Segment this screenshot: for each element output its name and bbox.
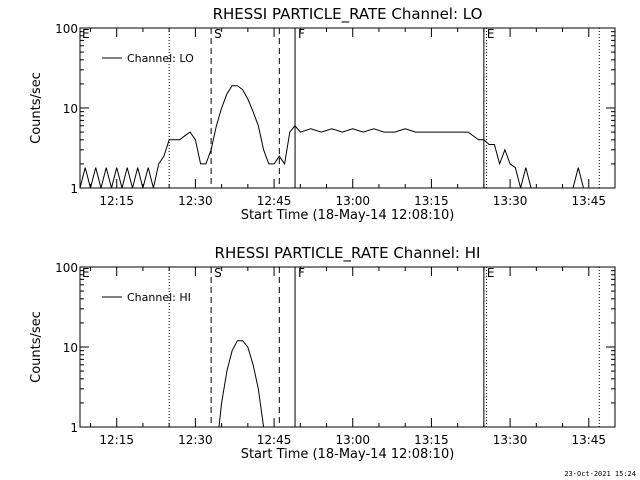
- x-tick-label: 13:15: [414, 194, 449, 208]
- x-tick-label: 12:45: [257, 194, 292, 208]
- x-axis-label: Start Time (18-May-14 12:08:10): [241, 447, 455, 462]
- y-axis-label: Counts/sec: [29, 311, 44, 383]
- event-marker-label: S: [214, 27, 222, 41]
- x-tick-label: 13:30: [493, 194, 528, 208]
- event-marker-label: F: [298, 27, 305, 41]
- chart-title: RHESSI PARTICLE_RATE Channel: LO: [213, 5, 483, 24]
- chart-title: RHESSI PARTICLE_RATE Channel: HI: [215, 244, 481, 263]
- y-tick-label: 1: [70, 182, 78, 196]
- chart-panel-2: RHESSI PARTICLE_RATE Channel: HI 1 10 100 12…: [29, 244, 616, 462]
- data-series-line: [218, 340, 265, 428]
- x-tick-label: 12:30: [178, 433, 213, 447]
- event-marker-label: F: [298, 266, 305, 280]
- footer-timestamp: 23-Oct-2021 15:24: [564, 470, 636, 478]
- legend-label: Channel: LO: [127, 52, 194, 65]
- y-tick-label: 10: [63, 341, 78, 355]
- chart-panel-1: RHESSI PARTICLE_RATE Channel: LO 1 10 100 12…: [29, 5, 616, 223]
- x-tick-label: 12:30: [178, 194, 213, 208]
- x-tick-label: 12:45: [257, 433, 292, 447]
- x-tick-label: 12:15: [99, 194, 134, 208]
- event-marker-label: E: [487, 266, 495, 280]
- event-marker-label: E: [82, 27, 90, 41]
- x-tick-label: 13:15: [414, 433, 449, 447]
- event-marker-label: E: [82, 266, 90, 280]
- x-tick-label: 12:15: [99, 433, 134, 447]
- y-tick-label: 100: [55, 261, 78, 275]
- y-tick-label: 10: [63, 102, 78, 116]
- x-tick-label: 13:00: [335, 194, 370, 208]
- x-tick-label: 13:30: [493, 433, 528, 447]
- x-axis-label: Start Time (18-May-14 12:08:10): [241, 208, 455, 223]
- event-marker-label: S: [214, 266, 222, 280]
- y-tick-label: 1: [70, 421, 78, 435]
- y-tick-label: 100: [55, 22, 78, 36]
- x-tick-label: 13:00: [335, 433, 370, 447]
- y-axis-label: Counts/sec: [29, 72, 44, 144]
- x-tick-label: 13:45: [571, 194, 606, 208]
- x-tick-label: 13:45: [571, 433, 606, 447]
- data-series-line: [79, 85, 584, 189]
- legend-label: Channel: HI: [127, 291, 191, 304]
- event-marker-label: E: [487, 27, 495, 41]
